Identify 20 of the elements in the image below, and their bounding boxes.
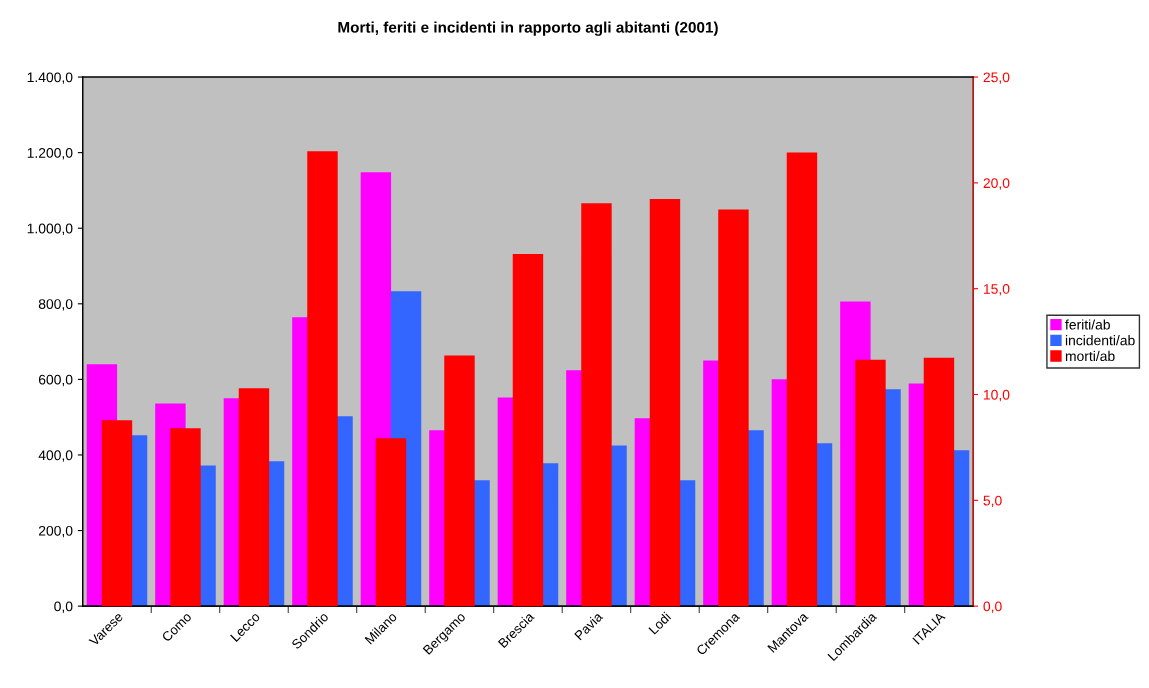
y-tick-label: 400,0: [38, 450, 73, 462]
legend-label: feriti/ab: [1065, 319, 1110, 330]
y-tick-label: 800,0: [38, 299, 73, 311]
y-tick-label: 1.400,0: [27, 72, 73, 84]
legend-label: morti/ab: [1065, 350, 1115, 362]
y-tick-label: 0,0: [54, 601, 73, 613]
y2-tick-label: 10,0: [983, 389, 1010, 402]
y2-tick-label: 15,0: [983, 284, 1010, 296]
y-tick-label: 1.200,0: [27, 147, 73, 160]
chart-title: Morti, feriti e incidenti in rapporto agli abitanti (2001): [338, 21, 718, 36]
bar: [786, 152, 818, 607]
bar: [649, 198, 681, 607]
y2-tick-label: 5,0: [983, 495, 1002, 508]
legend-label: incidenti/ab: [1065, 335, 1135, 346]
y-tick-label: 200,0: [38, 525, 73, 538]
y-tick-label: 600,0: [38, 374, 73, 387]
y-tick-label: 1.000,0: [27, 223, 73, 236]
y2-tick-label: 20,0: [983, 178, 1010, 190]
y2-tick-label: 25,0: [983, 72, 1010, 84]
y2-tick-label: 0,0: [983, 601, 1002, 613]
